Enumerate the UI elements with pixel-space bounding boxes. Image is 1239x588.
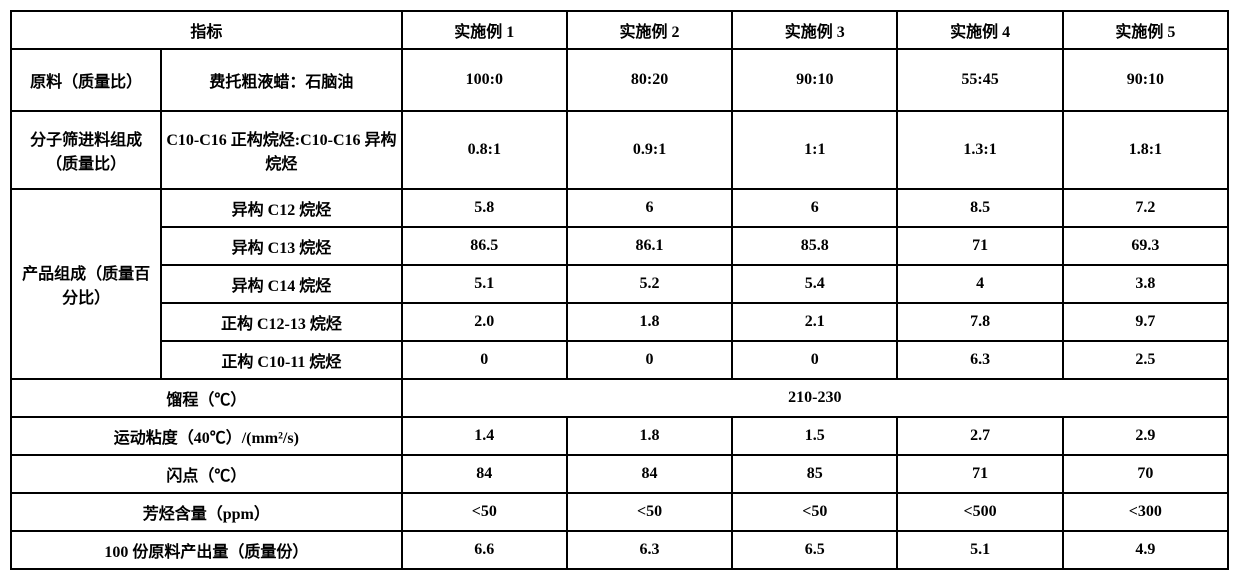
n-c12-13-v1: 2.0 [402,303,567,341]
iso-c14-v3: 5.4 [732,265,897,303]
iso-c14-v1: 5.1 [402,265,567,303]
n-c10-11-v4: 6.3 [897,341,1062,379]
aromatics-v4: <500 [897,493,1062,531]
aromatics-v2: <50 [567,493,732,531]
header-ex3: 实施例 3 [732,11,897,49]
kin-visc-v3: 1.5 [732,417,897,455]
kin-visc-v1: 1.4 [402,417,567,455]
iso-c12-v2: 6 [567,189,732,227]
row-n-c12-13: 正构 C12-13 烷烃 2.0 1.8 2.1 7.8 9.7 [11,303,1228,341]
yield-100-v1: 6.6 [402,531,567,569]
aromatics-v3: <50 [732,493,897,531]
n-c12-13-v3: 2.1 [732,303,897,341]
aromatics-v5: <300 [1063,493,1228,531]
iso-c14-v2: 5.2 [567,265,732,303]
raw-material-label-left: 原料（质量比） [11,49,161,111]
yield-100-v4: 5.1 [897,531,1062,569]
flash-point-v5: 70 [1063,455,1228,493]
yield-100-v2: 6.3 [567,531,732,569]
n-c10-11-v2: 0 [567,341,732,379]
iso-c13-v4: 71 [897,227,1062,265]
kin-visc-v4: 2.7 [897,417,1062,455]
aromatics-label: 芳烃含量（ppm） [11,493,402,531]
n-c12-13-v2: 1.8 [567,303,732,341]
iso-c13-v2: 86.1 [567,227,732,265]
raw-material-v5: 90:10 [1063,49,1228,111]
raw-material-v4: 55:45 [897,49,1062,111]
flash-point-v1: 84 [402,455,567,493]
row-aromatics: 芳烃含量（ppm） <50 <50 <50 <500 <300 [11,493,1228,531]
n-c12-13-v5: 9.7 [1063,303,1228,341]
n-c10-11-label: 正构 C10-11 烷烃 [161,341,401,379]
header-ex4: 实施例 4 [897,11,1062,49]
iso-c12-v5: 7.2 [1063,189,1228,227]
yield-100-v3: 6.5 [732,531,897,569]
row-dist-range: 馏程（℃） 210-230 [11,379,1228,417]
flash-point-v2: 84 [567,455,732,493]
iso-c14-v4: 4 [897,265,1062,303]
row-sieve-feed: 分子筛进料组成（质量比） C10-C16 正构烷烃:C10-C16 异构烷烃 0… [11,111,1228,189]
raw-material-v1: 100:0 [402,49,567,111]
n-c12-13-v4: 7.8 [897,303,1062,341]
row-flash-point: 闪点（℃） 84 84 85 71 70 [11,455,1228,493]
iso-c13-v3: 85.8 [732,227,897,265]
raw-material-label-right: 费托粗液蜡：石脑油 [161,49,401,111]
row-iso-c13: 异构 C13 烷烃 86.5 86.1 85.8 71 69.3 [11,227,1228,265]
iso-c12-v3: 6 [732,189,897,227]
product-comp-group: 产品组成（质量百分比） [11,189,161,379]
n-c10-11-v5: 2.5 [1063,341,1228,379]
kin-visc-v5: 2.9 [1063,417,1228,455]
yield-100-label: 100 份原料产出量（质量份） [11,531,402,569]
kin-visc-v2: 1.8 [567,417,732,455]
row-iso-c14: 异构 C14 烷烃 5.1 5.2 5.4 4 3.8 [11,265,1228,303]
dist-range-value: 210-230 [402,379,1228,417]
flash-point-label: 闪点（℃） [11,455,402,493]
sieve-feed-label-right: C10-C16 正构烷烃:C10-C16 异构烷烃 [161,111,401,189]
row-n-c10-11: 正构 C10-11 烷烃 0 0 0 6.3 2.5 [11,341,1228,379]
sieve-feed-v3: 1:1 [732,111,897,189]
raw-material-v3: 90:10 [732,49,897,111]
iso-c13-v1: 86.5 [402,227,567,265]
kin-visc-label: 运动粘度（40℃）/(mm²/s) [11,417,402,455]
row-kin-visc: 运动粘度（40℃）/(mm²/s) 1.4 1.8 1.5 2.7 2.9 [11,417,1228,455]
row-iso-c12: 产品组成（质量百分比） 异构 C12 烷烃 5.8 6 6 8.5 7.2 [11,189,1228,227]
header-ex2: 实施例 2 [567,11,732,49]
iso-c12-label: 异构 C12 烷烃 [161,189,401,227]
header-ex5: 实施例 5 [1063,11,1228,49]
sieve-feed-v1: 0.8:1 [402,111,567,189]
raw-material-v2: 80:20 [567,49,732,111]
dist-range-label: 馏程（℃） [11,379,402,417]
data-table: 指标 实施例 1 实施例 2 实施例 3 实施例 4 实施例 5 原料（质量比）… [10,10,1229,570]
sieve-feed-v2: 0.9:1 [567,111,732,189]
header-ex1: 实施例 1 [402,11,567,49]
flash-point-v3: 85 [732,455,897,493]
sieve-feed-v5: 1.8:1 [1063,111,1228,189]
n-c12-13-label: 正构 C12-13 烷烃 [161,303,401,341]
iso-c13-label: 异构 C13 烷烃 [161,227,401,265]
row-yield-100: 100 份原料产出量（质量份） 6.6 6.3 6.5 5.1 4.9 [11,531,1228,569]
header-row: 指标 实施例 1 实施例 2 实施例 3 实施例 4 实施例 5 [11,11,1228,49]
row-raw-material: 原料（质量比） 费托粗液蜡：石脑油 100:0 80:20 90:10 55:4… [11,49,1228,111]
sieve-feed-v4: 1.3:1 [897,111,1062,189]
iso-c12-v1: 5.8 [402,189,567,227]
iso-c12-v4: 8.5 [897,189,1062,227]
n-c10-11-v3: 0 [732,341,897,379]
aromatics-v1: <50 [402,493,567,531]
flash-point-v4: 71 [897,455,1062,493]
n-c10-11-v1: 0 [402,341,567,379]
iso-c13-v5: 69.3 [1063,227,1228,265]
iso-c14-label: 异构 C14 烷烃 [161,265,401,303]
sieve-feed-label-left: 分子筛进料组成（质量比） [11,111,161,189]
yield-100-v5: 4.9 [1063,531,1228,569]
iso-c14-v5: 3.8 [1063,265,1228,303]
header-indicator: 指标 [11,11,402,49]
